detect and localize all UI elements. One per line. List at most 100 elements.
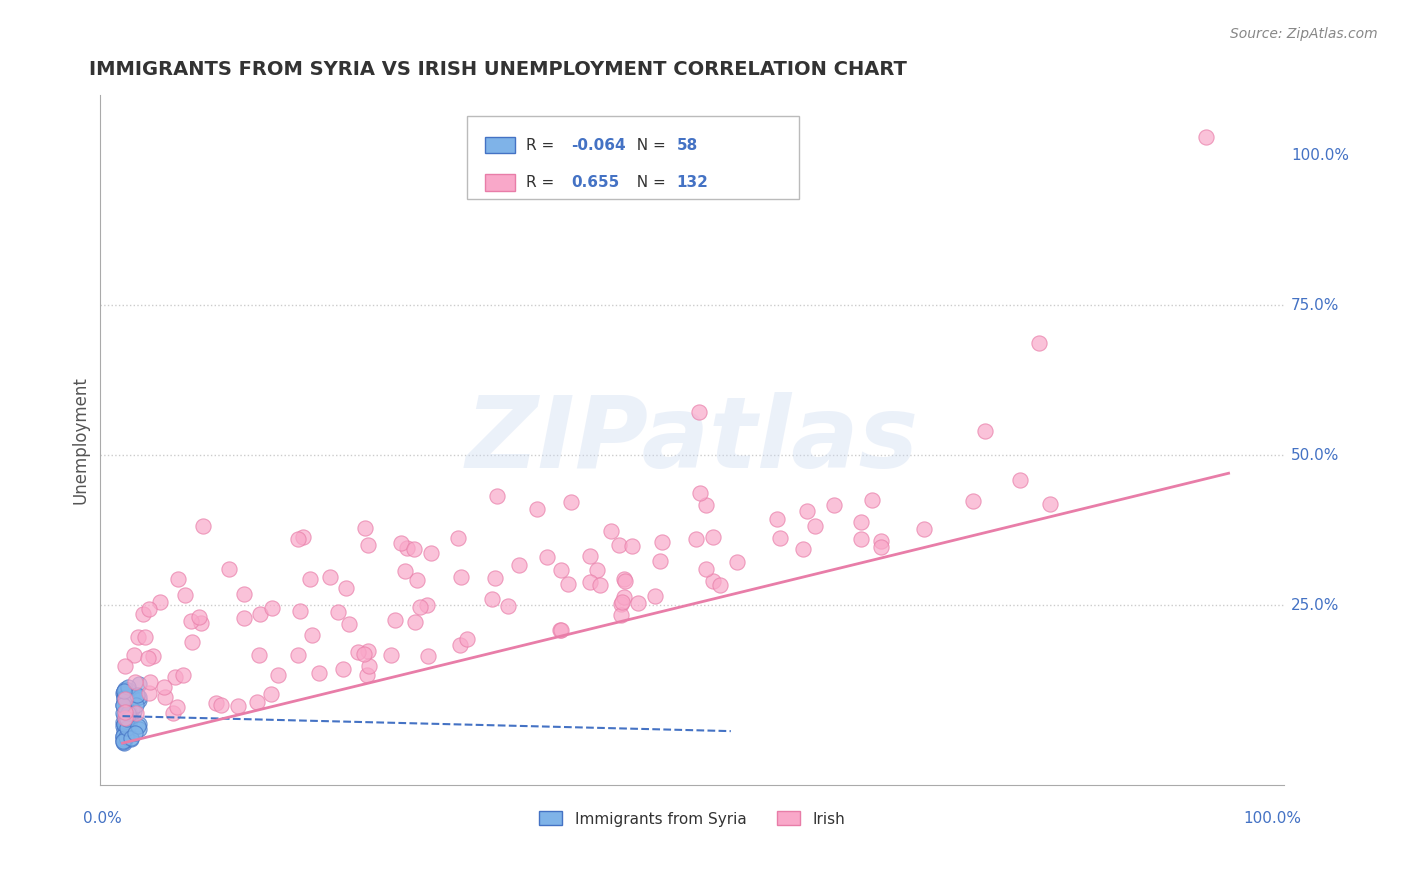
Point xyxy=(125,698,148,712)
Point xyxy=(359,658,381,673)
Point xyxy=(153,680,176,694)
Point xyxy=(356,668,378,682)
Point xyxy=(796,504,818,518)
Point xyxy=(125,706,148,720)
Text: IMMIGRANTS FROM SYRIA VS IRISH UNEMPLOYMENT CORRELATION CHART: IMMIGRANTS FROM SYRIA VS IRISH UNEMPLOYM… xyxy=(89,60,907,78)
Point xyxy=(389,536,412,550)
Point xyxy=(418,648,440,663)
Point xyxy=(409,600,432,615)
Point xyxy=(550,563,572,577)
Point xyxy=(578,549,600,563)
Point xyxy=(627,596,650,610)
Text: R =: R = xyxy=(526,175,560,190)
Point xyxy=(353,647,375,661)
Point xyxy=(115,716,138,731)
Point xyxy=(962,494,984,508)
Point xyxy=(117,692,139,706)
Point xyxy=(1008,473,1031,487)
Point xyxy=(792,542,814,557)
Point xyxy=(121,690,143,704)
Text: 100.0%: 100.0% xyxy=(1244,811,1302,826)
Point xyxy=(404,615,426,629)
Point xyxy=(548,623,571,637)
Point xyxy=(122,648,145,662)
Point xyxy=(142,649,165,664)
Point xyxy=(174,588,197,602)
Point xyxy=(132,607,155,621)
Text: Source: ZipAtlas.com: Source: ZipAtlas.com xyxy=(1230,27,1378,41)
Point xyxy=(114,711,136,725)
Point xyxy=(1039,497,1062,511)
Point xyxy=(112,724,135,739)
FancyBboxPatch shape xyxy=(467,116,799,199)
Point xyxy=(447,531,470,545)
Text: 132: 132 xyxy=(676,175,709,190)
Point xyxy=(233,587,256,601)
Point xyxy=(112,731,135,746)
Point xyxy=(644,590,666,604)
Text: -0.064: -0.064 xyxy=(571,137,626,153)
Point xyxy=(484,572,506,586)
Point xyxy=(117,682,139,697)
Point xyxy=(232,611,254,625)
Point xyxy=(118,705,141,719)
Point xyxy=(1195,130,1218,145)
Legend: Immigrants from Syria, Irish: Immigrants from Syria, Irish xyxy=(533,805,851,832)
Text: 50.0%: 50.0% xyxy=(1291,448,1339,463)
Text: R =: R = xyxy=(526,137,560,153)
Point xyxy=(112,717,135,731)
Point xyxy=(557,577,579,591)
Point xyxy=(115,721,138,735)
Point xyxy=(138,686,160,700)
Point xyxy=(768,532,790,546)
Point xyxy=(114,733,136,747)
Point xyxy=(651,535,673,549)
Point xyxy=(124,674,146,689)
Point xyxy=(695,499,717,513)
Point xyxy=(685,532,707,546)
Point xyxy=(149,595,172,609)
Point xyxy=(419,546,441,560)
Text: 100.0%: 100.0% xyxy=(1291,148,1348,163)
Text: 25.0%: 25.0% xyxy=(1291,598,1339,613)
Point xyxy=(180,614,202,628)
Point xyxy=(111,734,134,748)
Point xyxy=(709,577,731,591)
Point xyxy=(114,705,136,719)
Point xyxy=(120,732,142,747)
Point xyxy=(869,533,891,548)
Point xyxy=(416,598,439,612)
Y-axis label: Unemployment: Unemployment xyxy=(72,376,89,504)
Point xyxy=(292,530,315,544)
Point xyxy=(120,731,142,746)
Point xyxy=(332,662,354,676)
Point xyxy=(384,613,406,627)
Point xyxy=(112,717,135,731)
Point xyxy=(586,563,609,577)
Text: 75.0%: 75.0% xyxy=(1291,298,1339,313)
Point xyxy=(128,693,150,707)
Point xyxy=(287,648,309,662)
Point xyxy=(115,692,138,706)
Point xyxy=(187,609,209,624)
Point xyxy=(114,710,136,724)
Point xyxy=(394,565,416,579)
Point xyxy=(610,608,633,623)
Point xyxy=(138,602,160,616)
Point xyxy=(600,524,623,538)
Point xyxy=(111,731,134,746)
Point xyxy=(860,492,883,507)
Point xyxy=(395,541,418,555)
Point xyxy=(165,670,187,684)
Point xyxy=(153,690,176,704)
Point xyxy=(823,499,845,513)
Point xyxy=(111,729,134,743)
Point xyxy=(578,574,600,589)
Point xyxy=(112,690,135,705)
Point xyxy=(689,486,711,500)
Point xyxy=(209,698,232,712)
Point xyxy=(115,711,138,725)
Point xyxy=(118,713,141,727)
Point xyxy=(328,605,350,619)
Text: 0.0%: 0.0% xyxy=(83,811,121,826)
